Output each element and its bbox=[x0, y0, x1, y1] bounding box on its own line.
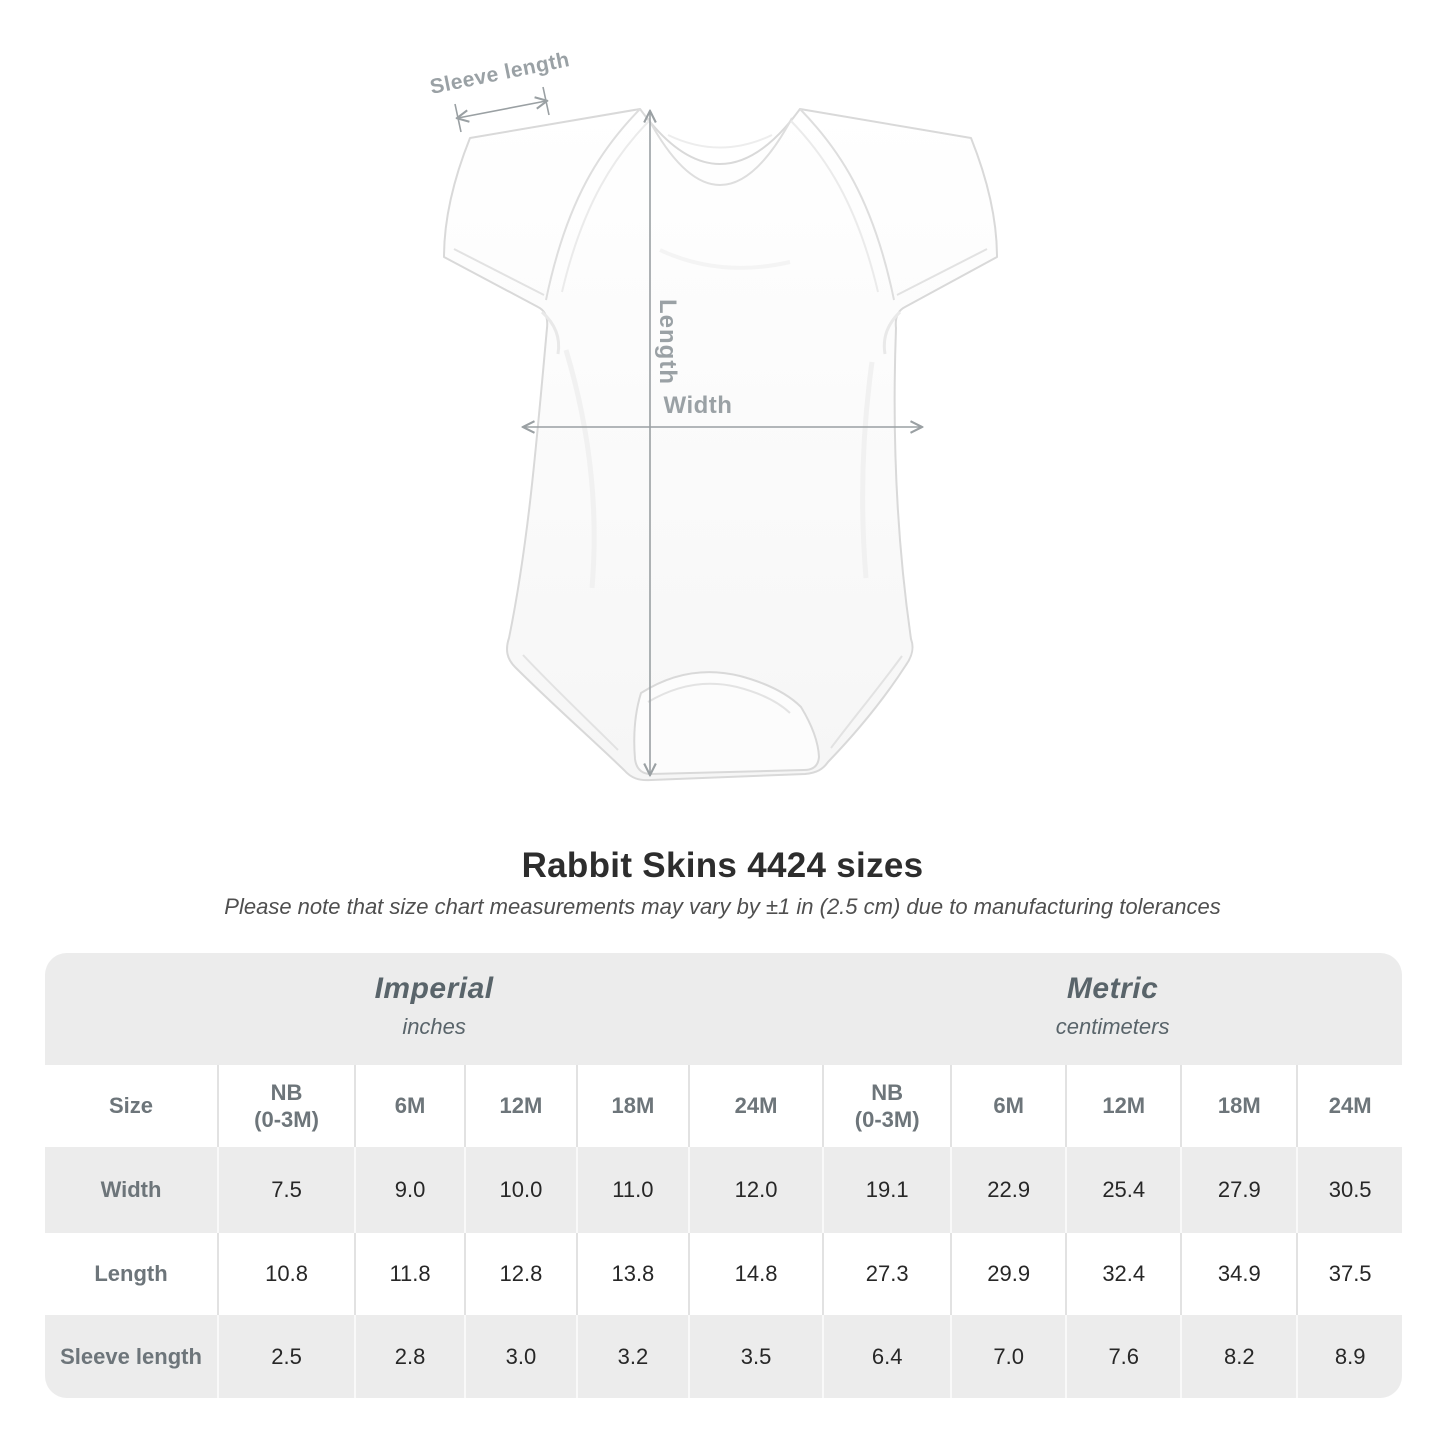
length-imperial-nb: 10.8 bbox=[217, 1233, 356, 1315]
width-row-label: Width bbox=[100, 1177, 162, 1202]
measurements-table: Size NB (0-3M) 6M 12M 18M 24M NB (0-3M) … bbox=[45, 1065, 1402, 1398]
sleeve-metric-12m: 7.6 bbox=[1065, 1315, 1182, 1398]
imperial-size-nb: NB (0-3M) bbox=[217, 1065, 356, 1147]
metric-size-24m: 24M bbox=[1296, 1065, 1402, 1147]
width-metric-24m: 30.5 bbox=[1296, 1147, 1402, 1233]
length-imperial-12m: 12.8 bbox=[463, 1233, 577, 1315]
sleeve-imperial-6m: 2.8 bbox=[354, 1315, 465, 1398]
length-metric-24m: 37.5 bbox=[1296, 1233, 1402, 1315]
metric-size-nb: NB (0-3M) bbox=[822, 1065, 952, 1147]
length-metric-18m: 34.9 bbox=[1180, 1233, 1298, 1315]
metric-size-12m: 12M bbox=[1065, 1065, 1182, 1147]
page-title: Rabbit Skins 4424 sizes bbox=[521, 846, 924, 885]
width-metric-nb: 19.1 bbox=[822, 1147, 952, 1233]
sleeve-imperial-nb: 2.5 bbox=[217, 1315, 356, 1398]
size-table: Imperial inches Metric centimeters Size … bbox=[45, 953, 1402, 1398]
tolerance-note: Please note that size chart measurements… bbox=[224, 894, 1221, 919]
sleeve-row-label: Sleeve length bbox=[60, 1343, 202, 1369]
size-header-row: Size NB (0-3M) 6M 12M 18M 24M NB (0-3M) … bbox=[45, 1065, 1402, 1147]
imperial-size-6m: 6M bbox=[354, 1065, 465, 1147]
width-row: Width 7.5 9.0 10.0 11.0 12.0 19.1 22.9 2… bbox=[45, 1147, 1402, 1233]
metric-label: Metric bbox=[1066, 972, 1159, 1005]
sleeve-imperial-24m: 3.5 bbox=[687, 1315, 824, 1398]
width-label: Width bbox=[663, 392, 733, 419]
length-imperial-6m: 11.8 bbox=[354, 1233, 465, 1315]
metric-sublabel: centimeters bbox=[1055, 1014, 1170, 1039]
metric-size-18m: 18M bbox=[1180, 1065, 1298, 1147]
unit-header-band: Imperial inches Metric centimeters bbox=[45, 953, 1402, 1065]
sleeve-metric-18m: 8.2 bbox=[1180, 1315, 1298, 1398]
length-metric-nb: 27.3 bbox=[822, 1233, 952, 1315]
sleeve-imperial-12m: 3.0 bbox=[463, 1315, 577, 1398]
imperial-sublabel: inches bbox=[402, 1014, 466, 1039]
width-imperial-24m: 12.0 bbox=[687, 1147, 824, 1233]
length-row: Length 10.8 11.8 12.8 13.8 14.8 27.3 29.… bbox=[45, 1233, 1402, 1315]
width-imperial-18m: 11.0 bbox=[575, 1147, 689, 1233]
metric-size-6m: 6M bbox=[950, 1065, 1067, 1147]
length-metric-6m: 29.9 bbox=[950, 1233, 1067, 1315]
size-row-label: Size bbox=[109, 1093, 154, 1118]
sleeve-length-row: Sleeve length 2.5 2.8 3.0 3.2 3.5 6.4 7.… bbox=[45, 1315, 1402, 1398]
width-metric-18m: 27.9 bbox=[1180, 1147, 1298, 1233]
imperial-label: Imperial bbox=[374, 972, 494, 1005]
width-imperial-6m: 9.0 bbox=[354, 1147, 465, 1233]
sleeve-metric-6m: 7.0 bbox=[950, 1315, 1067, 1398]
width-metric-6m: 22.9 bbox=[950, 1147, 1067, 1233]
length-row-label: Length bbox=[94, 1261, 168, 1286]
sleeve-imperial-18m: 3.2 bbox=[575, 1315, 689, 1398]
sleeve-arrow-tick-right bbox=[542, 86, 550, 116]
length-metric-12m: 32.4 bbox=[1065, 1233, 1182, 1315]
length-label: Length bbox=[654, 299, 681, 385]
length-imperial-18m: 13.8 bbox=[575, 1233, 689, 1315]
metric-unit-header: Metric centimeters bbox=[823, 953, 1402, 1065]
imperial-size-18m: 18M bbox=[575, 1065, 689, 1147]
width-imperial-12m: 10.0 bbox=[463, 1147, 577, 1233]
sleeve-arrow-tick-left bbox=[454, 103, 462, 133]
length-imperial-24m: 14.8 bbox=[687, 1233, 824, 1315]
imperial-size-12m: 12M bbox=[463, 1065, 577, 1147]
onesie-body bbox=[443, 108, 998, 782]
sleeve-metric-24m: 8.9 bbox=[1296, 1315, 1402, 1398]
imperial-unit-header: Imperial inches bbox=[45, 953, 823, 1065]
width-metric-12m: 25.4 bbox=[1065, 1147, 1182, 1233]
sleeve-metric-nb: 6.4 bbox=[822, 1315, 952, 1398]
width-imperial-nb: 7.5 bbox=[217, 1147, 356, 1233]
sleeve-length-arrow bbox=[458, 101, 546, 118]
sleeve-length-label: Sleeve length bbox=[428, 48, 572, 99]
imperial-size-24m: 24M bbox=[687, 1065, 824, 1147]
